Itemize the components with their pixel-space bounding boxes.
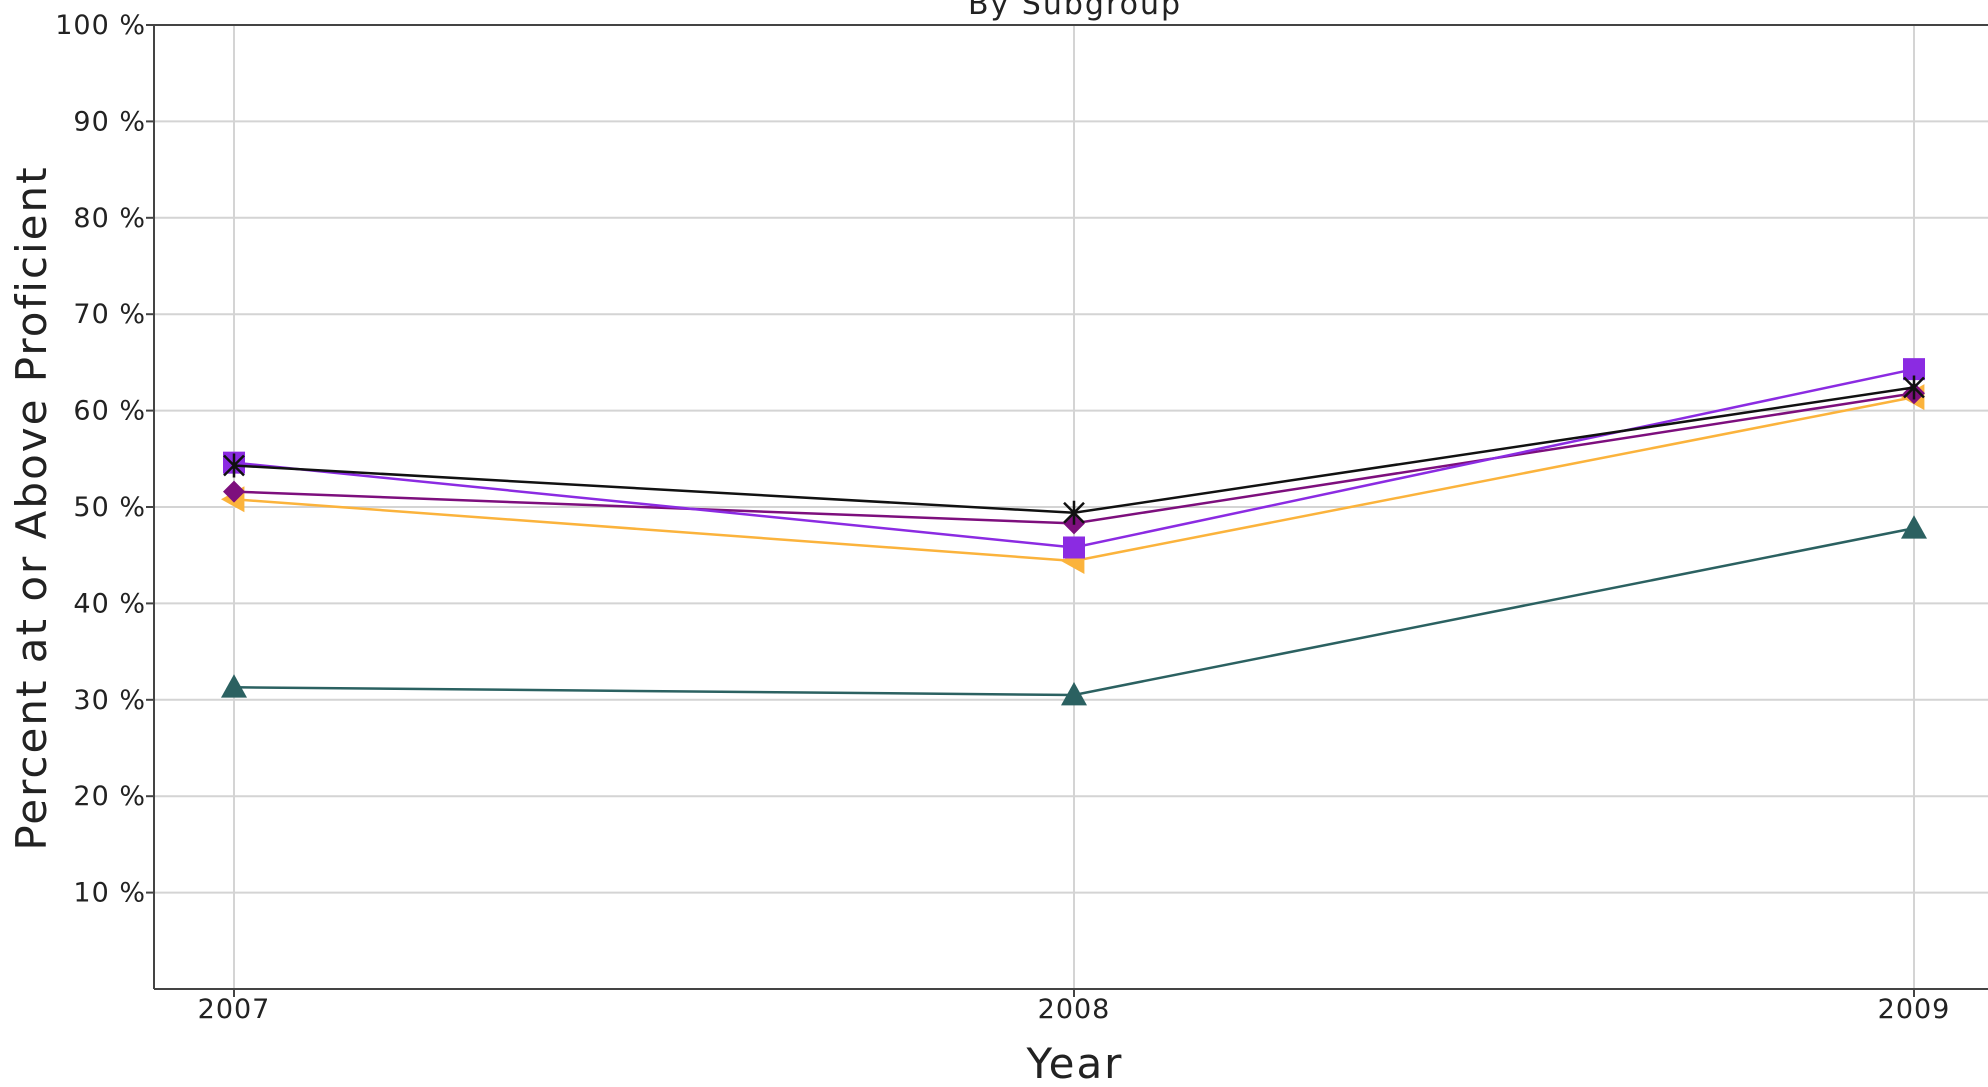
axes xyxy=(146,24,1988,997)
y-tick-label: 70 % xyxy=(73,299,146,330)
data-point xyxy=(221,674,247,698)
x-tick-label: 2007 xyxy=(198,994,271,1025)
y-tick-label: 80 % xyxy=(73,203,146,234)
x-tick-labels: 2007 2008 2009 xyxy=(198,994,1951,1025)
data-point xyxy=(1061,681,1087,706)
y-tick-label: 60 % xyxy=(73,396,146,427)
series-1 xyxy=(221,515,1927,706)
y-tick-labels: 10 % 20 % 30 % 40 % 50 % 60 % 70 % 80 % 90 % 100 … xyxy=(55,10,146,909)
data-point xyxy=(223,453,245,478)
y-tick-label: 90 % xyxy=(73,106,146,137)
grid xyxy=(154,25,1988,989)
y-tick-label: 30 % xyxy=(73,685,146,716)
data-point xyxy=(1903,358,1925,381)
y-axis-title: Percent at or Above Proficient xyxy=(7,165,56,850)
x-tick-label: 2009 xyxy=(1878,994,1951,1025)
data-point xyxy=(1063,536,1085,559)
y-tick-label: 100 % xyxy=(55,10,146,41)
y-tick-label: 40 % xyxy=(73,588,146,619)
series-group xyxy=(221,358,1927,706)
y-tick-label: 20 % xyxy=(73,781,146,812)
x-tick-label: 2008 xyxy=(1038,994,1111,1025)
y-tick-label: 10 % xyxy=(73,878,146,909)
data-point xyxy=(1901,515,1927,539)
data-point xyxy=(1063,500,1085,525)
data-point xyxy=(1903,375,1925,400)
y-tick-label: 50 % xyxy=(73,492,146,523)
x-axis-title: Year xyxy=(1026,1039,1124,1087)
series-5 xyxy=(223,375,1925,525)
data-point xyxy=(223,480,245,503)
chart-title: By Subgroup xyxy=(968,0,1182,22)
